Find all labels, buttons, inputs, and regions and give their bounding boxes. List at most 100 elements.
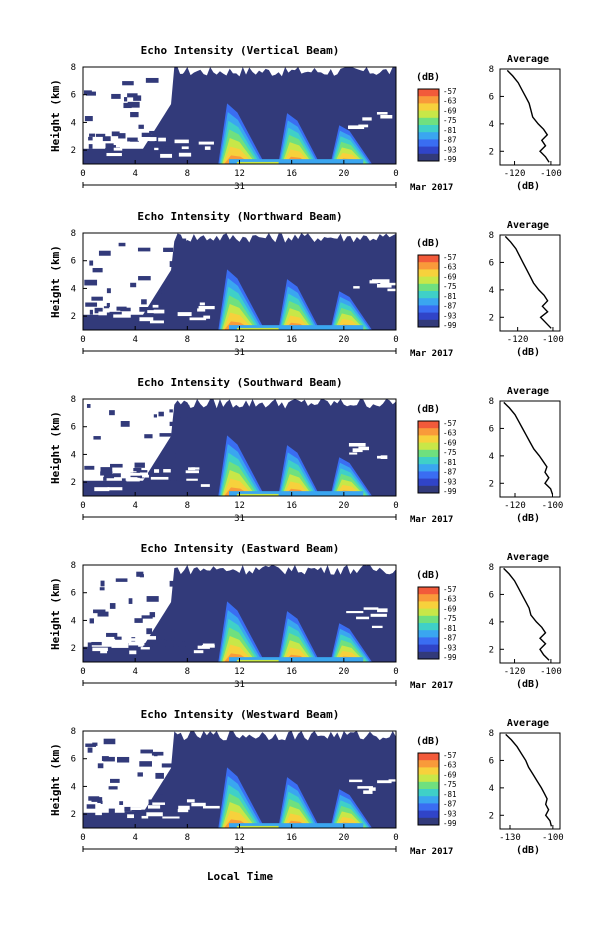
x-tick-label: 8: [185, 169, 190, 179]
gap-cell: [189, 317, 207, 321]
colorbar-swatch: [418, 146, 439, 155]
gap-cell: [125, 638, 143, 641]
profile-x-tick-label: -100: [542, 335, 564, 345]
x-tick-label: 0: [80, 667, 85, 677]
gap-cell: [139, 317, 154, 322]
y-tick-label: 2: [71, 644, 76, 654]
y-tick-label: 2: [71, 478, 76, 488]
gap-cell: [150, 476, 169, 480]
clutter-cell: [91, 296, 103, 301]
clutter-cell: [159, 433, 172, 437]
colorbar-tick-label: -93: [443, 477, 457, 486]
colorbar-swatch: [418, 637, 439, 646]
clutter-cell: [103, 756, 115, 762]
clutter-cell: [141, 299, 147, 305]
colorbar-swatch: [418, 753, 439, 761]
y-tick-label: 4: [71, 782, 76, 792]
y-tick-label: 6: [71, 755, 76, 765]
clutter-cell: [85, 743, 97, 747]
gap-cell: [201, 645, 215, 648]
clutter-cell: [164, 623, 177, 630]
colorbar-swatch: [418, 630, 439, 638]
colorbar-swatch: [418, 269, 439, 278]
clutter-cell: [177, 404, 190, 409]
colorbar-unit: (dB): [416, 570, 440, 581]
gap-cell: [181, 146, 189, 150]
gap-cell: [186, 478, 198, 481]
profile-x-label: (dB): [516, 679, 540, 690]
panel-title: Echo Intensity (Northward Beam): [137, 210, 342, 223]
gap-cell: [204, 146, 211, 150]
x-tick-label: 4: [132, 501, 137, 511]
clutter-cell: [139, 574, 144, 578]
gap-cell: [125, 472, 141, 476]
colorbar-swatch: [418, 810, 439, 819]
clutter-cell: [120, 421, 130, 427]
colorbar-unit: (dB): [416, 238, 440, 249]
colorbar-swatch: [418, 421, 439, 429]
average-profile: Average 2 4 6 8 -130 -100(dB): [489, 718, 564, 856]
clutter-cell: [137, 247, 151, 252]
surface-peak: [236, 161, 279, 164]
x-tick-label: 16: [286, 501, 297, 511]
clutter-cell: [170, 465, 175, 469]
clutter-cell: [88, 136, 93, 141]
clutter-cell: [149, 612, 156, 618]
y-tick-label: 6: [71, 257, 76, 267]
colorbar-swatch: [418, 485, 439, 494]
profile-y-tick-label: 8: [489, 563, 494, 573]
gap-cell: [113, 141, 131, 146]
profile-line: [503, 567, 550, 661]
heatmap: [82, 730, 397, 829]
y-axis-label: Height (km): [49, 245, 62, 318]
clutter-cell: [138, 124, 144, 129]
colorbar-swatch: [418, 803, 439, 812]
colorbar-tick-label: -99: [443, 321, 457, 330]
y-tick-label: 8: [71, 727, 76, 737]
clutter-cell: [137, 772, 143, 777]
profile-y-tick-label: 6: [489, 92, 494, 102]
clutter-cell: [148, 799, 159, 805]
gap-cell: [376, 283, 392, 288]
clutter-cell: [97, 763, 104, 769]
panel-title: Echo Intensity (Westward Beam): [141, 708, 340, 721]
gap-cell: [140, 647, 150, 650]
profile-frame: [499, 68, 561, 166]
gap-cell: [358, 446, 370, 451]
clutter-cell: [127, 137, 139, 142]
gap-cell: [380, 455, 388, 459]
clutter-cell: [159, 788, 163, 795]
clutter-cell: [148, 477, 157, 482]
colorbar-swatch: [418, 796, 439, 804]
colorbar-swatch: [418, 89, 439, 97]
y-tick-label: 6: [71, 91, 76, 101]
clutter-cell: [88, 144, 93, 149]
clutter-cell: [138, 276, 151, 281]
gap-cell: [200, 484, 210, 487]
surface-band: [229, 491, 364, 496]
gap-cell: [357, 786, 373, 789]
profile-line: [505, 733, 553, 827]
x-tick-label: 16: [286, 833, 297, 843]
clutter-cell: [170, 800, 174, 806]
colorbar-tick-label: -75: [443, 448, 457, 457]
colorbar-tick-label: -57: [443, 585, 457, 594]
clutter-cell: [113, 473, 121, 478]
clutter-cell: [86, 804, 96, 809]
colorbar-tick-label: -93: [443, 145, 457, 154]
profile-frame: [499, 234, 561, 332]
x-tick-label: 0: [80, 335, 85, 345]
profile-x-label: (dB): [516, 513, 540, 524]
clutter-cell: [111, 93, 121, 99]
heatmap-body: [83, 565, 396, 662]
colorbar-swatch: [418, 601, 439, 610]
gap-cell: [106, 152, 122, 157]
day-label: 31: [234, 846, 245, 856]
profile-y-tick-label: 2: [489, 147, 494, 157]
clutter-cell: [122, 81, 134, 86]
echo-region: [128, 233, 396, 330]
date-label: Mar 2017: [410, 349, 453, 359]
clutter-cell: [110, 778, 120, 783]
colorbar-swatch: [418, 464, 439, 472]
gap-cell: [376, 112, 388, 115]
